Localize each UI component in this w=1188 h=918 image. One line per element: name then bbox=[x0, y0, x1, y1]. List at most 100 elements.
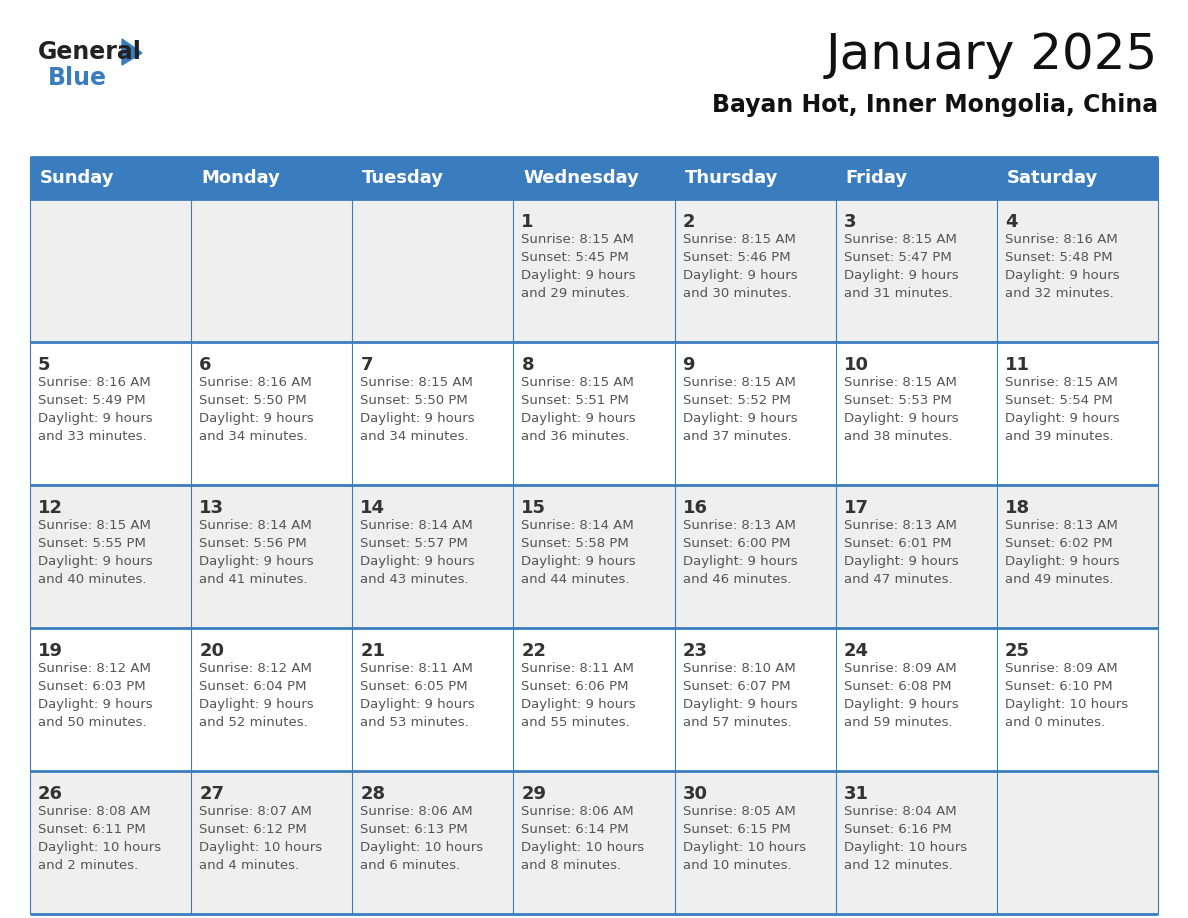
Text: 29: 29 bbox=[522, 785, 546, 803]
FancyBboxPatch shape bbox=[513, 342, 675, 485]
Text: Daylight: 9 hours: Daylight: 9 hours bbox=[843, 412, 959, 425]
Text: 10: 10 bbox=[843, 356, 868, 374]
FancyBboxPatch shape bbox=[997, 628, 1158, 771]
Text: Daylight: 9 hours: Daylight: 9 hours bbox=[683, 698, 797, 711]
FancyBboxPatch shape bbox=[835, 485, 997, 628]
FancyBboxPatch shape bbox=[997, 771, 1158, 914]
FancyBboxPatch shape bbox=[835, 628, 997, 771]
Text: Sunset: 5:53 PM: Sunset: 5:53 PM bbox=[843, 394, 952, 407]
Text: Sunset: 5:49 PM: Sunset: 5:49 PM bbox=[38, 394, 146, 407]
Text: Sunset: 6:14 PM: Sunset: 6:14 PM bbox=[522, 823, 630, 836]
Text: Daylight: 9 hours: Daylight: 9 hours bbox=[38, 412, 152, 425]
Text: 25: 25 bbox=[1005, 642, 1030, 660]
Text: Sunrise: 8:15 AM: Sunrise: 8:15 AM bbox=[522, 233, 634, 246]
Text: Sunrise: 8:15 AM: Sunrise: 8:15 AM bbox=[38, 519, 151, 532]
Text: and 49 minutes.: and 49 minutes. bbox=[1005, 573, 1113, 586]
Text: Sunrise: 8:12 AM: Sunrise: 8:12 AM bbox=[38, 662, 151, 675]
Text: 12: 12 bbox=[38, 499, 63, 517]
Text: Daylight: 9 hours: Daylight: 9 hours bbox=[360, 555, 475, 568]
Text: Sunset: 6:03 PM: Sunset: 6:03 PM bbox=[38, 680, 146, 693]
Text: Daylight: 9 hours: Daylight: 9 hours bbox=[683, 555, 797, 568]
Text: and 34 minutes.: and 34 minutes. bbox=[200, 430, 308, 443]
FancyBboxPatch shape bbox=[30, 342, 191, 485]
FancyBboxPatch shape bbox=[835, 771, 997, 914]
Text: 5: 5 bbox=[38, 356, 51, 374]
Text: Daylight: 9 hours: Daylight: 9 hours bbox=[38, 698, 152, 711]
Text: Sunrise: 8:04 AM: Sunrise: 8:04 AM bbox=[843, 805, 956, 818]
Text: Daylight: 10 hours: Daylight: 10 hours bbox=[360, 841, 484, 854]
Text: 8: 8 bbox=[522, 356, 535, 374]
Text: 19: 19 bbox=[38, 642, 63, 660]
Text: 14: 14 bbox=[360, 499, 385, 517]
Text: Sunrise: 8:14 AM: Sunrise: 8:14 AM bbox=[200, 519, 312, 532]
Text: Daylight: 10 hours: Daylight: 10 hours bbox=[522, 841, 645, 854]
Text: Blue: Blue bbox=[48, 66, 107, 90]
Text: and 30 minutes.: and 30 minutes. bbox=[683, 287, 791, 300]
Text: Wednesday: Wednesday bbox=[524, 169, 639, 187]
Text: and 39 minutes.: and 39 minutes. bbox=[1005, 430, 1113, 443]
Text: Sunrise: 8:06 AM: Sunrise: 8:06 AM bbox=[360, 805, 473, 818]
FancyBboxPatch shape bbox=[513, 199, 675, 342]
Text: Tuesday: Tuesday bbox=[362, 169, 444, 187]
Text: Sunset: 6:06 PM: Sunset: 6:06 PM bbox=[522, 680, 628, 693]
Text: and 55 minutes.: and 55 minutes. bbox=[522, 716, 630, 729]
FancyBboxPatch shape bbox=[835, 199, 997, 342]
Text: Daylight: 9 hours: Daylight: 9 hours bbox=[683, 412, 797, 425]
Text: Thursday: Thursday bbox=[684, 169, 778, 187]
Text: Sunrise: 8:15 AM: Sunrise: 8:15 AM bbox=[843, 376, 956, 389]
Text: Daylight: 9 hours: Daylight: 9 hours bbox=[843, 269, 959, 282]
Text: Sunrise: 8:05 AM: Sunrise: 8:05 AM bbox=[683, 805, 795, 818]
Text: and 38 minutes.: and 38 minutes. bbox=[843, 430, 953, 443]
Text: Sunrise: 8:12 AM: Sunrise: 8:12 AM bbox=[200, 662, 312, 675]
Text: Sunset: 5:56 PM: Sunset: 5:56 PM bbox=[200, 537, 307, 550]
Text: and 37 minutes.: and 37 minutes. bbox=[683, 430, 791, 443]
Text: Daylight: 9 hours: Daylight: 9 hours bbox=[522, 698, 636, 711]
Text: 31: 31 bbox=[843, 785, 868, 803]
Text: Sunset: 6:11 PM: Sunset: 6:11 PM bbox=[38, 823, 146, 836]
Text: Daylight: 9 hours: Daylight: 9 hours bbox=[38, 555, 152, 568]
Text: and 52 minutes.: and 52 minutes. bbox=[200, 716, 308, 729]
Text: Sunset: 6:02 PM: Sunset: 6:02 PM bbox=[1005, 537, 1112, 550]
Text: and 43 minutes.: and 43 minutes. bbox=[360, 573, 469, 586]
FancyBboxPatch shape bbox=[30, 157, 1158, 199]
Text: 6: 6 bbox=[200, 356, 211, 374]
Text: and 34 minutes.: and 34 minutes. bbox=[360, 430, 469, 443]
FancyBboxPatch shape bbox=[675, 485, 835, 628]
FancyBboxPatch shape bbox=[30, 199, 191, 342]
FancyBboxPatch shape bbox=[191, 342, 353, 485]
Text: Sunrise: 8:09 AM: Sunrise: 8:09 AM bbox=[843, 662, 956, 675]
Text: and 8 minutes.: and 8 minutes. bbox=[522, 859, 621, 872]
Text: Sunset: 5:50 PM: Sunset: 5:50 PM bbox=[360, 394, 468, 407]
Text: Daylight: 9 hours: Daylight: 9 hours bbox=[843, 555, 959, 568]
Text: 3: 3 bbox=[843, 213, 857, 231]
FancyBboxPatch shape bbox=[675, 628, 835, 771]
Text: Sunset: 6:15 PM: Sunset: 6:15 PM bbox=[683, 823, 790, 836]
Text: Daylight: 9 hours: Daylight: 9 hours bbox=[1005, 269, 1119, 282]
Text: Sunrise: 8:08 AM: Sunrise: 8:08 AM bbox=[38, 805, 151, 818]
FancyBboxPatch shape bbox=[835, 342, 997, 485]
Text: and 46 minutes.: and 46 minutes. bbox=[683, 573, 791, 586]
Text: and 6 minutes.: and 6 minutes. bbox=[360, 859, 461, 872]
Text: 17: 17 bbox=[843, 499, 868, 517]
Text: Sunset: 5:50 PM: Sunset: 5:50 PM bbox=[200, 394, 307, 407]
FancyBboxPatch shape bbox=[353, 771, 513, 914]
Text: 24: 24 bbox=[843, 642, 868, 660]
Text: Sunday: Sunday bbox=[40, 169, 114, 187]
FancyBboxPatch shape bbox=[191, 771, 353, 914]
Text: and 41 minutes.: and 41 minutes. bbox=[200, 573, 308, 586]
Text: Sunset: 6:07 PM: Sunset: 6:07 PM bbox=[683, 680, 790, 693]
Text: Sunset: 6:05 PM: Sunset: 6:05 PM bbox=[360, 680, 468, 693]
Text: Sunrise: 8:15 AM: Sunrise: 8:15 AM bbox=[683, 376, 796, 389]
Text: Sunset: 6:10 PM: Sunset: 6:10 PM bbox=[1005, 680, 1112, 693]
Text: Daylight: 9 hours: Daylight: 9 hours bbox=[1005, 412, 1119, 425]
FancyBboxPatch shape bbox=[513, 771, 675, 914]
Text: Sunset: 5:54 PM: Sunset: 5:54 PM bbox=[1005, 394, 1113, 407]
Text: Sunrise: 8:13 AM: Sunrise: 8:13 AM bbox=[843, 519, 956, 532]
Text: 26: 26 bbox=[38, 785, 63, 803]
Text: 23: 23 bbox=[683, 642, 708, 660]
FancyBboxPatch shape bbox=[353, 342, 513, 485]
Text: 27: 27 bbox=[200, 785, 225, 803]
Text: Sunrise: 8:16 AM: Sunrise: 8:16 AM bbox=[38, 376, 151, 389]
FancyBboxPatch shape bbox=[513, 628, 675, 771]
FancyBboxPatch shape bbox=[675, 771, 835, 914]
